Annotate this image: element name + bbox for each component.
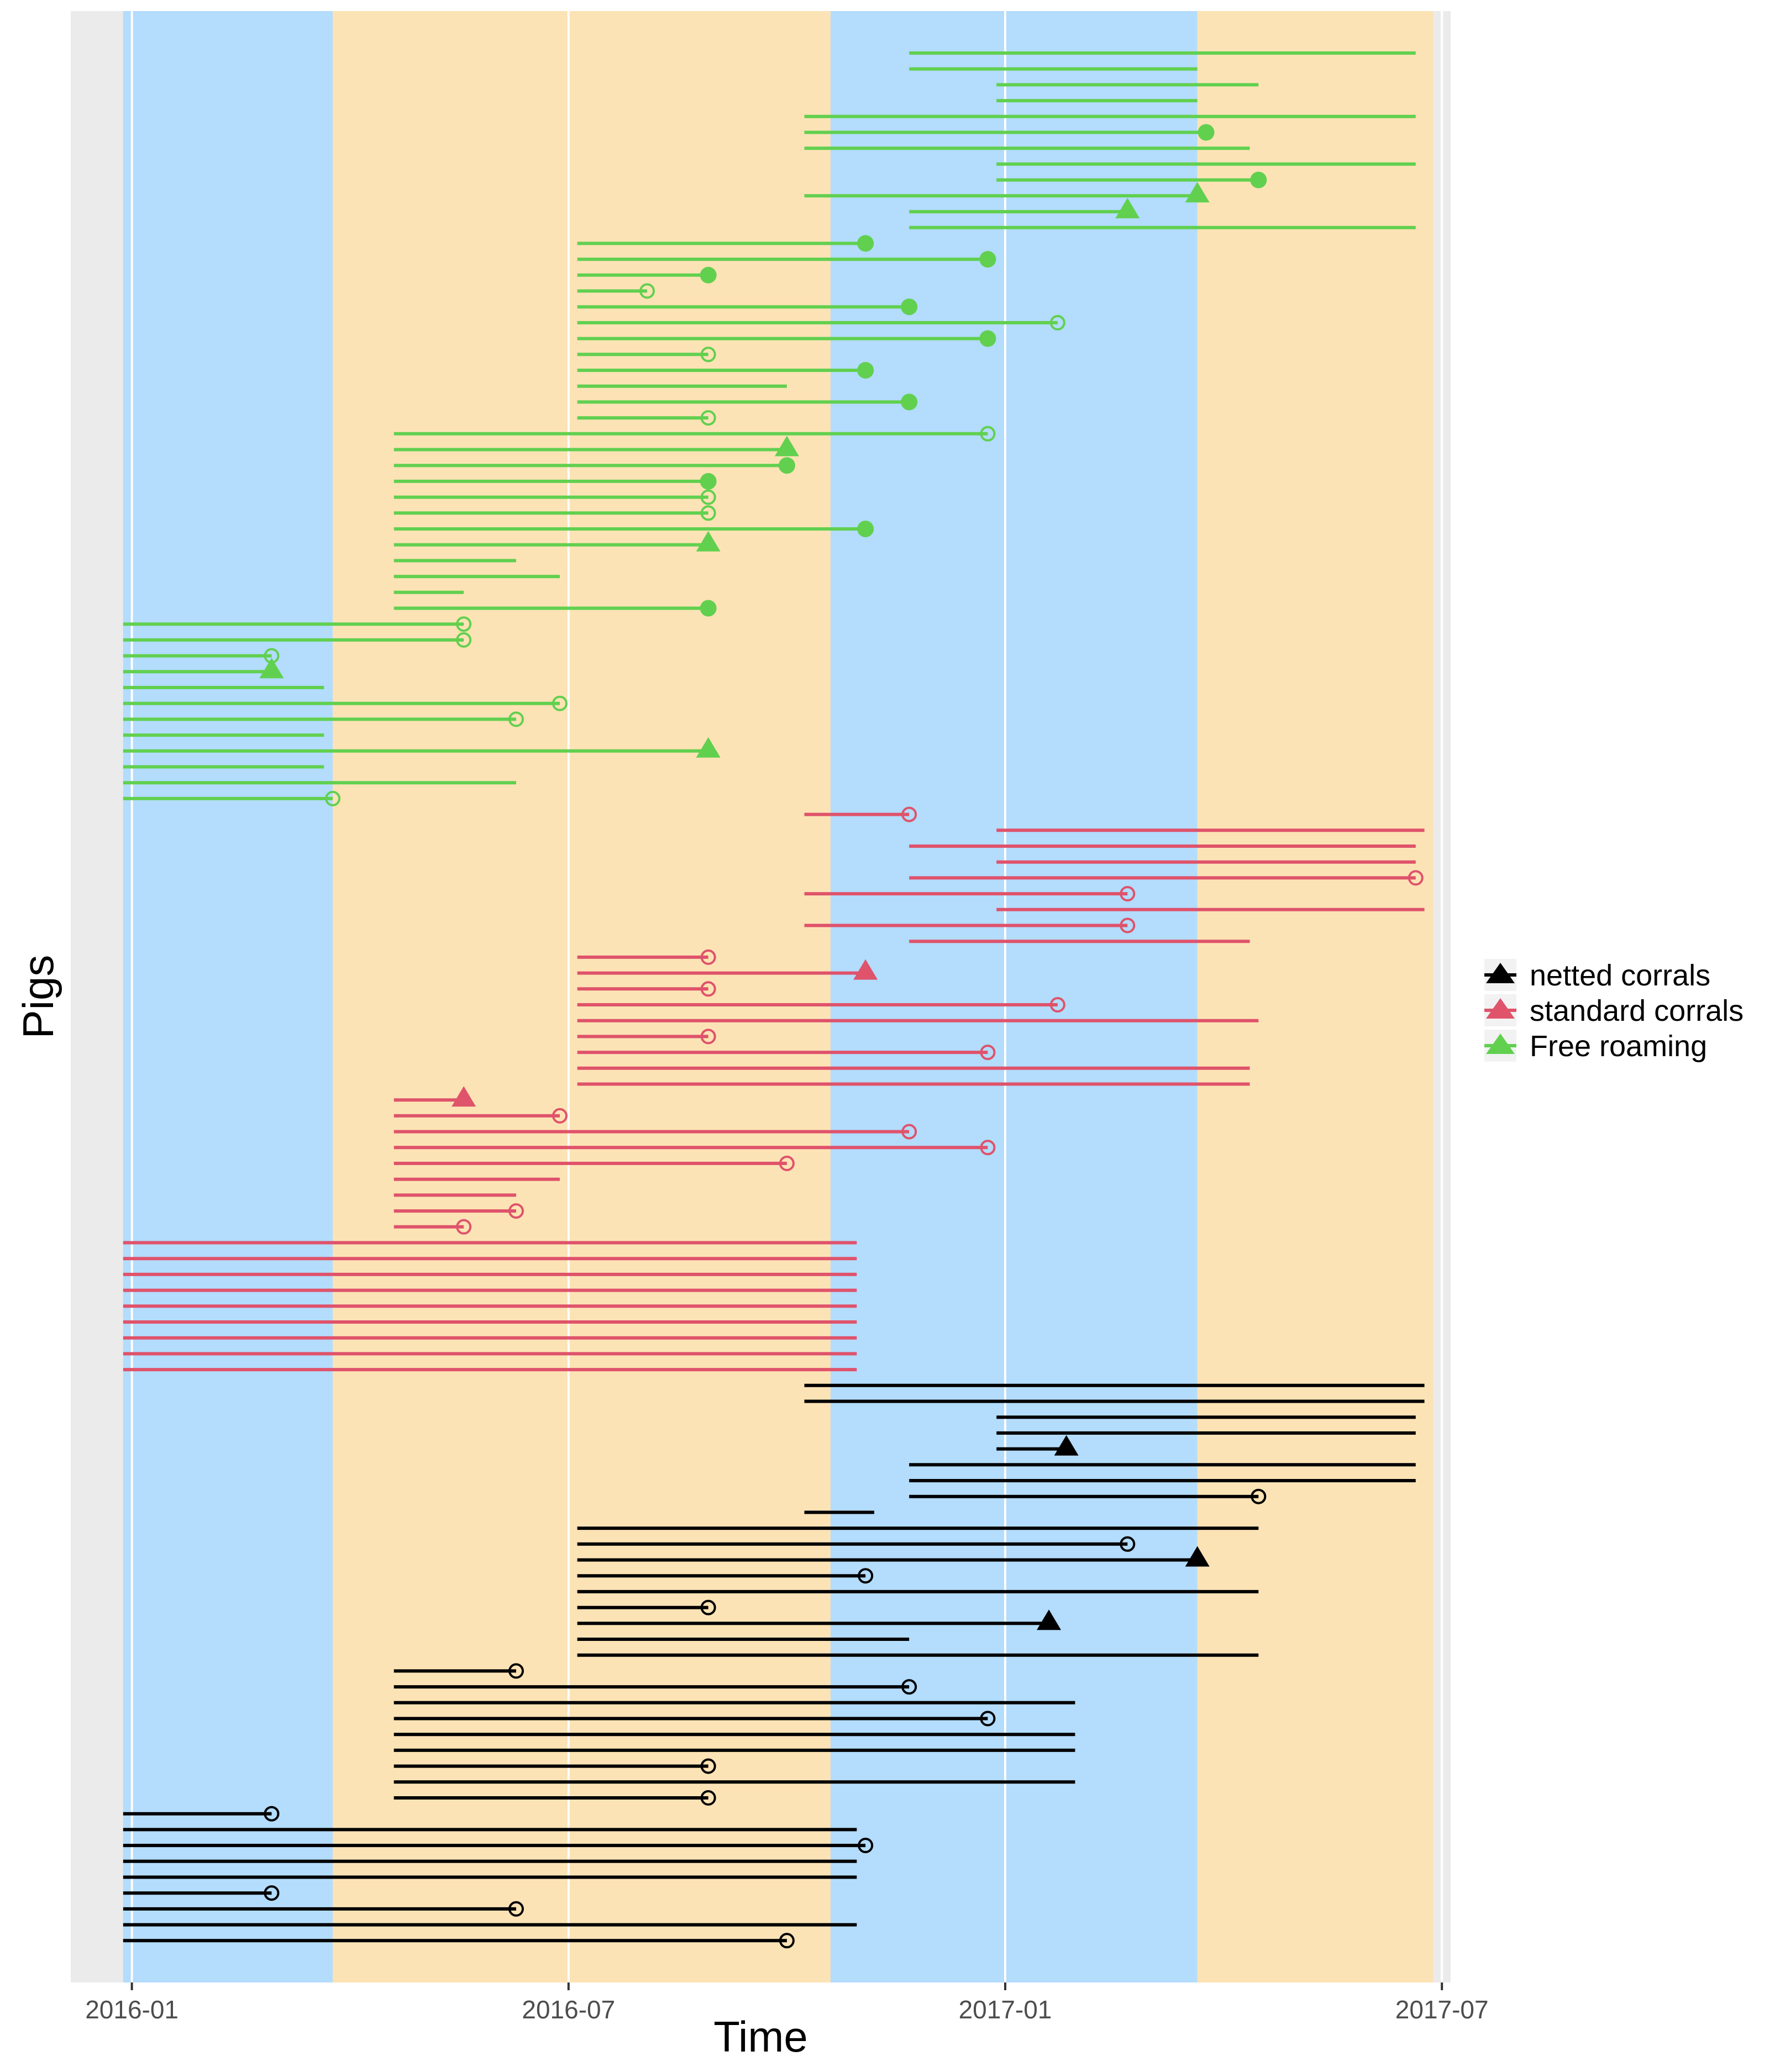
marker-open-standard: [1120, 886, 1136, 902]
marker-open-standard: [508, 1203, 524, 1219]
marker-dot-free: [1198, 124, 1215, 141]
marker-open-standard: [552, 1108, 568, 1124]
marker-open-free: [700, 347, 716, 363]
y-axis-title: Pigs: [14, 955, 62, 1039]
marker-dot-free: [700, 266, 717, 284]
marker-triangle-netted: [1185, 1546, 1210, 1567]
x-axis-title: Time: [713, 2012, 807, 2061]
legend-label-netted: netted corrals: [1530, 959, 1710, 992]
marker-dot-free: [1250, 171, 1267, 188]
marker-open-netted: [858, 1568, 874, 1584]
marker-open-standard: [1408, 870, 1424, 886]
legend-key-standard: [1486, 998, 1515, 1019]
x-tick-label: 2016-01: [85, 1995, 178, 2024]
marker-triangle-netted: [1037, 1609, 1062, 1630]
x-tick-label: 2016-07: [522, 1995, 615, 2024]
marker-open-standard: [901, 1124, 917, 1140]
marker-open-free: [508, 711, 524, 727]
marker-triangle-netted: [1054, 1435, 1079, 1456]
marker-dot-free: [857, 362, 874, 379]
season-band-blue: [123, 11, 333, 1982]
marker-open-standard: [700, 1029, 716, 1045]
marker-open-standard: [779, 1156, 795, 1171]
marker-triangle-free: [774, 436, 799, 457]
marker-open-netted: [1251, 1488, 1267, 1504]
marker-triangle-free: [1185, 182, 1210, 203]
marker-dot-free: [778, 457, 795, 474]
marker-open-free: [639, 283, 655, 299]
marker-open-free: [700, 505, 716, 521]
marker-triangle-free: [696, 737, 721, 758]
marker-dot-free: [901, 298, 918, 316]
pig-segments: [123, 51, 1425, 1943]
marker-open-free: [552, 695, 568, 711]
marker-triangle-standard: [451, 1086, 476, 1107]
legend: netted corrals standard corrals Free roa…: [1484, 959, 1744, 1063]
x-tick-label: 2017-01: [959, 1995, 1052, 2024]
legend-label-standard: standard corrals: [1530, 994, 1744, 1027]
marker-dot-free: [857, 521, 874, 537]
marker-open-free: [1049, 314, 1065, 331]
marker-open-netted: [700, 1790, 716, 1806]
marker-open-standard: [1120, 917, 1136, 933]
marker-open-netted: [700, 1758, 716, 1774]
marker-open-netted: [980, 1711, 996, 1727]
marker-open-standard: [980, 1140, 996, 1156]
marker-dot-free: [700, 473, 717, 490]
marker-open-free: [456, 616, 472, 632]
marker-dot-free: [700, 600, 717, 617]
marker-open-standard: [901, 806, 917, 822]
marker-open-netted: [779, 1933, 795, 1949]
marker-open-standard: [980, 1045, 996, 1061]
marker-triangle-free: [696, 531, 721, 552]
marker-triangle-free: [259, 658, 284, 679]
marker-open-netted: [508, 1663, 524, 1679]
marker-open-free: [980, 426, 996, 442]
marker-open-standard: [700, 949, 716, 965]
marker-triangle-standard: [853, 959, 878, 980]
marker-dot-free: [857, 235, 874, 252]
legend-label-free: Free roaming: [1530, 1030, 1707, 1063]
marker-open-netted: [1120, 1536, 1136, 1552]
marker-open-standard: [700, 981, 716, 997]
marker-open-netted: [700, 1599, 716, 1615]
marker-open-standard: [456, 1219, 472, 1235]
marker-open-netted: [264, 1806, 280, 1822]
marker-open-netted: [858, 1838, 874, 1854]
marker-dot-free: [979, 330, 996, 347]
event-markers: [259, 124, 1424, 1949]
marker-open-netted: [264, 1885, 280, 1901]
marker-open-free: [700, 410, 716, 426]
marker-open-standard: [1049, 997, 1065, 1013]
marker-open-netted: [901, 1679, 917, 1695]
marker-dot-free: [901, 394, 918, 411]
marker-open-netted: [508, 1901, 524, 1917]
legend-key-free: [1486, 1034, 1515, 1054]
x-axis: 2016-01 2016-07 2017-01 2017-07: [85, 1982, 1489, 2024]
x-tick-label: 2017-07: [1395, 1995, 1489, 2024]
marker-open-free: [456, 632, 472, 648]
marker-open-free: [325, 790, 341, 806]
marker-triangle-free: [1115, 198, 1140, 218]
season-band-orange: [1197, 11, 1434, 1982]
marker-open-free: [700, 489, 716, 505]
legend-key-netted: [1486, 963, 1515, 983]
marker-dot-free: [979, 251, 996, 268]
